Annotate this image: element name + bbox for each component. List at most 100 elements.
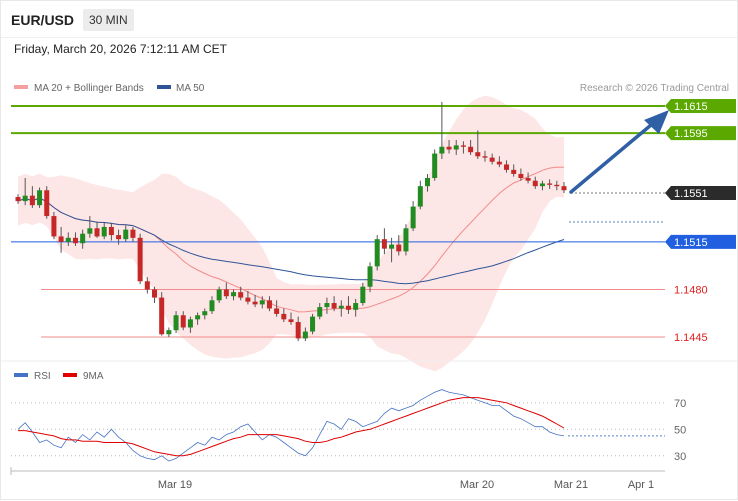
candle-body bbox=[288, 319, 294, 323]
level-tag-last bbox=[665, 185, 736, 200]
rsi-line bbox=[17, 389, 565, 462]
level-label: 1.1615 bbox=[674, 101, 708, 113]
candle-body bbox=[345, 305, 351, 310]
level-label: 1.1480 bbox=[674, 284, 708, 296]
ma50-line bbox=[17, 197, 565, 285]
ma50-legend-swatch bbox=[157, 85, 171, 89]
candle-body bbox=[432, 153, 438, 179]
candle-body bbox=[468, 146, 474, 153]
candle-body bbox=[403, 228, 409, 252]
timeframe-button[interactable]: 30 MIN bbox=[83, 9, 134, 31]
candle-body bbox=[439, 146, 445, 154]
candle-body bbox=[180, 315, 186, 328]
candle-body bbox=[360, 286, 366, 304]
candle-body bbox=[101, 226, 107, 237]
candle-body bbox=[367, 266, 373, 287]
ma20-legend-swatch bbox=[14, 85, 28, 89]
bollinger-bands bbox=[18, 95, 564, 372]
candle-body bbox=[108, 226, 114, 236]
candle-body bbox=[425, 178, 430, 187]
candle-body bbox=[274, 308, 280, 314]
candle-body bbox=[245, 297, 251, 302]
candle-body bbox=[44, 190, 50, 217]
symbol-label[interactable]: EUR/USD bbox=[11, 12, 75, 28]
candle-body bbox=[295, 322, 301, 339]
x-tick-label: Apr 1 bbox=[628, 479, 654, 491]
candle-body bbox=[539, 183, 545, 187]
candle-body bbox=[511, 169, 517, 174]
candle-body bbox=[396, 244, 402, 252]
rsi-panel: 70 50 30 bbox=[11, 389, 686, 463]
candle-body bbox=[22, 195, 28, 202]
candle-body bbox=[137, 237, 143, 282]
candle-body bbox=[209, 300, 215, 312]
candle-body bbox=[152, 289, 157, 298]
candle-body bbox=[353, 303, 359, 310]
candle-body bbox=[504, 164, 510, 170]
candle-body bbox=[302, 331, 308, 339]
candle-body bbox=[187, 319, 193, 328]
candle-body bbox=[144, 281, 150, 290]
level-tag-resistance bbox=[665, 99, 736, 113]
level-label: 1.1445 bbox=[674, 332, 708, 344]
candle-body bbox=[331, 303, 337, 309]
candle-body bbox=[324, 303, 330, 308]
candle-body bbox=[446, 146, 452, 150]
candle-body bbox=[266, 300, 272, 309]
candle-body bbox=[231, 292, 237, 297]
chart-header: EUR/USD 30 MIN bbox=[1, 1, 737, 38]
candle-body bbox=[87, 228, 93, 234]
candle-body bbox=[51, 216, 57, 237]
candle-body bbox=[216, 289, 222, 301]
level-tag-pivot bbox=[665, 234, 736, 249]
candle-body bbox=[123, 229, 129, 240]
candle-body bbox=[58, 236, 64, 242]
ma50-legend-label: MA 50 bbox=[176, 83, 205, 94]
candle-body bbox=[159, 297, 165, 335]
level-label: 1.1515 bbox=[674, 237, 708, 249]
rsi-ma-line bbox=[18, 397, 565, 457]
candle-body bbox=[381, 239, 387, 249]
candle-body bbox=[525, 178, 531, 181]
candle-body bbox=[15, 197, 21, 202]
x-tick-label: Mar 20 bbox=[460, 479, 494, 491]
candle-body bbox=[518, 173, 524, 179]
x-tick-label: Mar 19 bbox=[158, 479, 192, 491]
candle-body bbox=[496, 161, 502, 165]
candle-body bbox=[166, 330, 172, 335]
candle-body bbox=[195, 315, 201, 320]
level-tag-resistance bbox=[665, 126, 736, 141]
candle-body bbox=[410, 206, 416, 229]
candle-body bbox=[460, 145, 466, 147]
candle-body bbox=[475, 152, 481, 157]
rsi-level-label: 70 bbox=[674, 398, 686, 410]
level-label: 1.1551 bbox=[674, 188, 708, 200]
candle-body bbox=[389, 244, 395, 249]
candle-body bbox=[72, 237, 78, 244]
copyright-label: Research © 2026 Trading Central bbox=[580, 83, 729, 94]
candle-body bbox=[259, 300, 265, 305]
candle-body bbox=[238, 292, 244, 298]
candle-body bbox=[173, 315, 179, 331]
rsi-level-label: 50 bbox=[674, 424, 686, 436]
candle-body bbox=[489, 157, 495, 162]
candle-body bbox=[202, 311, 208, 316]
candle-body bbox=[252, 301, 258, 305]
candle-body bbox=[561, 186, 567, 191]
candle-body bbox=[310, 316, 316, 332]
forecast-arrow bbox=[569, 110, 669, 194]
candle-body bbox=[116, 235, 122, 240]
datetime-label: Friday, March 20, 2026 7:12:11 AM CET bbox=[14, 42, 227, 56]
rsi-legend-swatch bbox=[14, 373, 28, 377]
candles bbox=[15, 101, 567, 342]
candle-body bbox=[338, 305, 344, 309]
candle-body bbox=[417, 186, 423, 207]
rsi-ma-legend-swatch bbox=[63, 373, 77, 377]
candle-body bbox=[453, 145, 459, 150]
bollinger-band-fill bbox=[18, 95, 564, 372]
rsi-level-label: 30 bbox=[674, 451, 686, 463]
x-tick-label: Mar 21 bbox=[554, 479, 588, 491]
candle-body bbox=[482, 156, 488, 158]
